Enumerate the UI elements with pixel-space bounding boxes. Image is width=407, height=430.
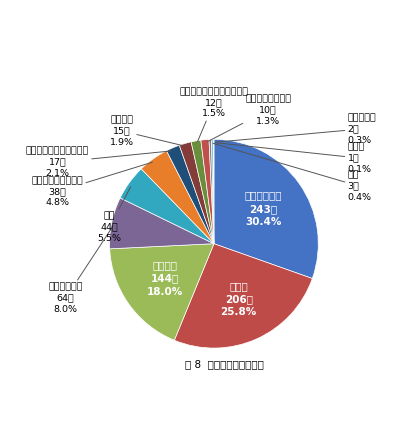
Text: 盗難
44件
5.5%: 盗難 44件 5.5% [98, 187, 131, 243]
Text: 不正アクセス
64件
8.0%: 不正アクセス 64件 8.0% [48, 226, 113, 313]
Wedge shape [212, 139, 214, 244]
Wedge shape [209, 139, 214, 244]
Wedge shape [179, 142, 214, 244]
Text: バグ・セキュリティホール
12件
1.5%: バグ・セキュリティホール 12件 1.5% [179, 87, 248, 141]
Text: 内部犯罪・内部不正行為
17件
2.1%: 内部犯罪・内部不正行為 17件 2.1% [26, 147, 171, 178]
Wedge shape [120, 169, 214, 244]
Wedge shape [110, 244, 214, 340]
Wedge shape [191, 140, 214, 244]
Text: その他
1件
0.1%: その他 1件 0.1% [216, 142, 372, 174]
Wedge shape [214, 139, 318, 279]
Wedge shape [109, 198, 214, 249]
Wedge shape [166, 145, 214, 244]
Wedge shape [141, 151, 214, 244]
Wedge shape [174, 244, 312, 348]
Wedge shape [201, 139, 214, 244]
Text: 不正な情報持ち出し
38件
4.8%: 不正な情報持ち出し 38件 4.8% [31, 162, 152, 207]
Text: 紛失・置忘れ
243件
30.4%: 紛失・置忘れ 243件 30.4% [245, 190, 282, 227]
Text: 誤操作
206件
25.8%: 誤操作 206件 25.8% [221, 281, 257, 317]
Text: 図 8  原因別の漏えい件数: 図 8 原因別の漏えい件数 [185, 359, 264, 369]
Text: ワーム・ウイルス
10件
1.3%: ワーム・ウイルス 10件 1.3% [208, 95, 291, 141]
Text: 不明
3件
0.4%: 不明 3件 0.4% [213, 143, 372, 202]
Text: 管理ミス
144件
18.0%: 管理ミス 144件 18.0% [147, 261, 183, 297]
Text: 設定ミス
15件
1.9%: 設定ミス 15件 1.9% [110, 115, 183, 147]
Text: 目的外使用
2件
0.3%: 目的外使用 2件 0.3% [215, 113, 376, 144]
Wedge shape [213, 139, 214, 244]
